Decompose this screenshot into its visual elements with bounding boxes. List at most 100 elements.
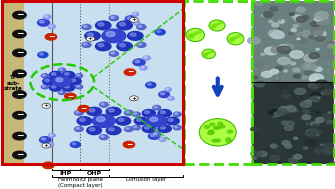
Circle shape	[43, 78, 55, 85]
Circle shape	[327, 60, 335, 66]
Circle shape	[311, 22, 320, 27]
Circle shape	[309, 35, 316, 39]
Circle shape	[53, 76, 71, 87]
Circle shape	[41, 74, 49, 78]
Circle shape	[13, 112, 26, 119]
Circle shape	[77, 74, 79, 76]
Circle shape	[207, 52, 211, 54]
Circle shape	[123, 141, 135, 148]
Circle shape	[309, 65, 317, 70]
Text: −: −	[16, 90, 23, 99]
Circle shape	[143, 56, 150, 60]
Circle shape	[316, 118, 324, 122]
Circle shape	[92, 115, 115, 127]
Circle shape	[13, 30, 26, 38]
Circle shape	[289, 13, 294, 16]
Circle shape	[296, 33, 301, 36]
Circle shape	[275, 29, 282, 33]
Circle shape	[132, 125, 140, 130]
Ellipse shape	[202, 49, 215, 59]
Circle shape	[302, 115, 311, 120]
Circle shape	[279, 107, 288, 112]
Circle shape	[220, 125, 225, 128]
Text: Diffusion layer: Diffusion layer	[126, 177, 166, 182]
Circle shape	[253, 157, 257, 159]
Circle shape	[282, 121, 288, 125]
Circle shape	[321, 144, 324, 146]
Circle shape	[278, 19, 281, 21]
Circle shape	[109, 15, 119, 21]
Circle shape	[274, 147, 285, 153]
Circle shape	[226, 140, 231, 143]
Circle shape	[316, 134, 319, 136]
Circle shape	[286, 121, 294, 126]
Circle shape	[153, 105, 161, 110]
Circle shape	[288, 33, 293, 35]
Circle shape	[173, 125, 181, 130]
Circle shape	[137, 42, 146, 47]
Circle shape	[13, 151, 26, 159]
Circle shape	[300, 101, 311, 108]
Circle shape	[316, 112, 319, 114]
Circle shape	[314, 30, 326, 37]
Circle shape	[211, 26, 215, 29]
Circle shape	[140, 66, 147, 70]
Circle shape	[278, 35, 284, 38]
Circle shape	[302, 15, 309, 19]
Circle shape	[117, 42, 132, 51]
Circle shape	[78, 105, 89, 112]
Circle shape	[255, 106, 260, 109]
Circle shape	[134, 126, 137, 128]
Circle shape	[128, 32, 143, 40]
Circle shape	[255, 52, 259, 54]
Circle shape	[38, 52, 48, 58]
Circle shape	[205, 53, 209, 55]
Circle shape	[204, 125, 209, 128]
Circle shape	[294, 74, 300, 78]
Circle shape	[324, 89, 333, 95]
Circle shape	[265, 47, 278, 55]
Bar	[252, 1, 334, 82]
Circle shape	[285, 144, 292, 148]
Circle shape	[13, 132, 26, 140]
Circle shape	[294, 88, 306, 94]
Circle shape	[211, 25, 215, 27]
Circle shape	[216, 126, 221, 129]
Circle shape	[252, 143, 264, 150]
Circle shape	[325, 68, 329, 71]
Circle shape	[56, 78, 63, 82]
Circle shape	[253, 76, 258, 79]
Circle shape	[310, 96, 320, 102]
Circle shape	[60, 91, 62, 93]
Circle shape	[142, 109, 155, 117]
Circle shape	[269, 20, 273, 23]
Circle shape	[13, 11, 26, 19]
Circle shape	[323, 52, 335, 60]
Circle shape	[302, 63, 315, 70]
Circle shape	[282, 141, 290, 145]
Circle shape	[302, 76, 308, 79]
Circle shape	[109, 128, 114, 131]
Circle shape	[138, 43, 142, 45]
Circle shape	[77, 117, 92, 125]
Circle shape	[284, 89, 286, 90]
Circle shape	[109, 51, 119, 56]
Circle shape	[277, 46, 291, 54]
Circle shape	[317, 20, 325, 25]
Circle shape	[326, 120, 332, 124]
Circle shape	[41, 85, 49, 89]
Circle shape	[106, 107, 121, 116]
Circle shape	[106, 126, 121, 135]
Circle shape	[42, 143, 51, 148]
Circle shape	[134, 117, 148, 125]
Circle shape	[283, 94, 290, 98]
Circle shape	[96, 117, 105, 122]
Circle shape	[154, 129, 157, 131]
Circle shape	[261, 102, 265, 104]
Circle shape	[98, 22, 104, 26]
Circle shape	[324, 148, 335, 155]
Circle shape	[305, 71, 313, 75]
Circle shape	[87, 33, 93, 36]
Circle shape	[65, 73, 69, 75]
Text: −: −	[126, 140, 132, 149]
